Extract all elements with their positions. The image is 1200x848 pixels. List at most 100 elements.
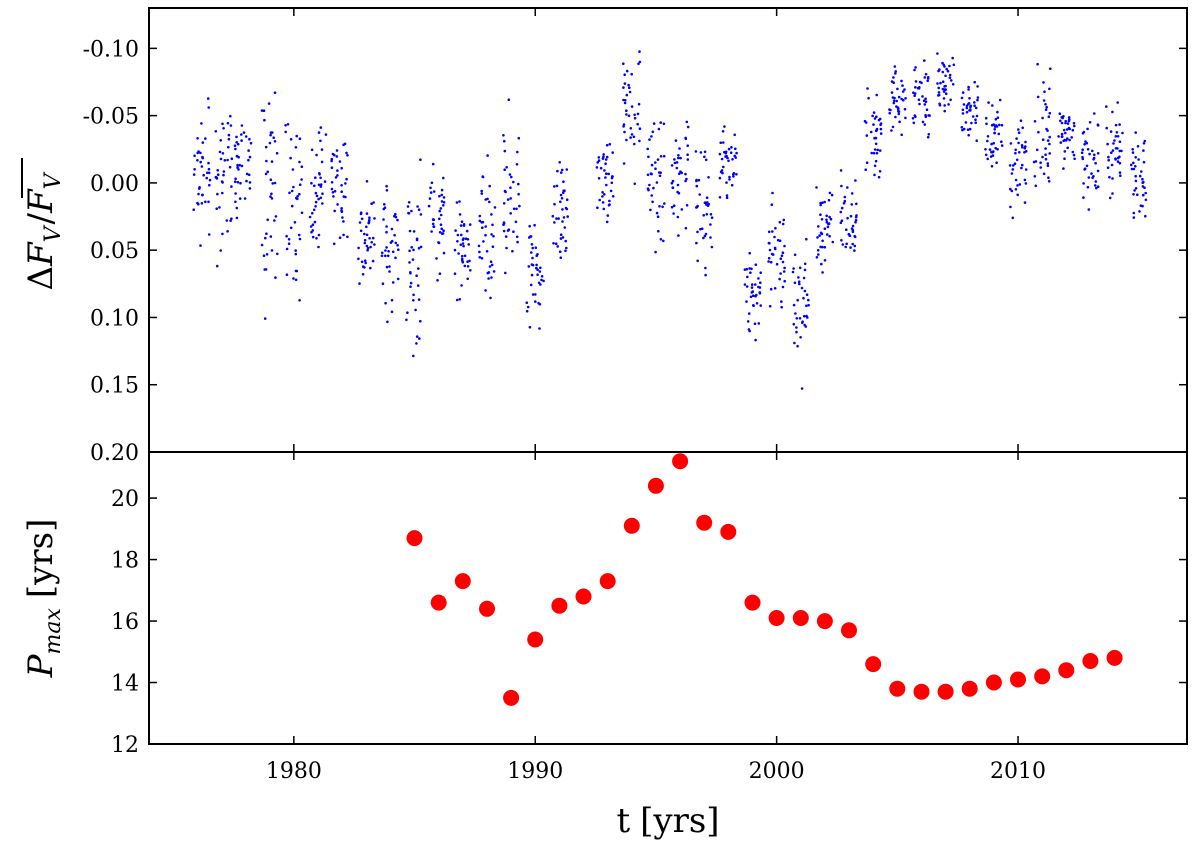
lightcurve-point bbox=[440, 232, 444, 235]
pmax-point bbox=[1106, 649, 1123, 666]
pmax-point bbox=[1058, 662, 1075, 679]
lightcurve-point bbox=[275, 151, 279, 155]
lightcurve-point bbox=[938, 104, 942, 107]
lightcurve-point bbox=[839, 210, 843, 214]
lightcurve-point bbox=[725, 196, 729, 200]
lightcurve-point bbox=[1136, 193, 1139, 196]
lightcurve-point bbox=[686, 158, 690, 161]
lightcurve-point bbox=[816, 236, 819, 239]
lightcurve-point bbox=[1072, 121, 1076, 125]
lightcurve-point bbox=[622, 123, 626, 126]
lightcurve-point bbox=[477, 244, 481, 248]
lightcurve-point bbox=[273, 181, 277, 185]
lightcurve-point bbox=[627, 83, 630, 87]
lightcurve-point bbox=[749, 295, 753, 299]
lightcurve-point bbox=[200, 165, 204, 168]
lightcurve-point bbox=[419, 245, 423, 249]
lightcurve-point bbox=[1108, 175, 1111, 179]
lightcurve-point bbox=[998, 123, 1001, 127]
lightcurve-point bbox=[553, 221, 556, 224]
lightcurve-point bbox=[819, 203, 822, 207]
lightcurve-point bbox=[562, 216, 566, 219]
xtick-label: 1990 bbox=[507, 759, 563, 784]
lightcurve-point bbox=[872, 151, 876, 155]
lightcurve-point bbox=[921, 95, 924, 98]
bottom-ytick-label: 12 bbox=[111, 733, 139, 758]
lightcurve-point bbox=[463, 254, 467, 258]
lightcurve-point bbox=[904, 97, 907, 100]
lightcurve-point bbox=[925, 108, 929, 111]
lightcurve-point bbox=[943, 104, 946, 107]
lightcurve-point bbox=[676, 190, 679, 194]
lightcurve-point bbox=[768, 248, 772, 252]
lightcurve-point bbox=[798, 282, 801, 286]
lightcurve-point bbox=[829, 217, 833, 221]
lightcurve-point bbox=[821, 201, 824, 204]
lightcurve-point bbox=[332, 195, 335, 198]
lightcurve-point bbox=[439, 213, 443, 217]
lightcurve-point bbox=[397, 248, 400, 251]
lightcurve-point bbox=[417, 267, 420, 270]
lightcurve-point bbox=[341, 216, 344, 219]
lightcurve-point bbox=[704, 266, 707, 270]
lightcurve-point bbox=[365, 225, 368, 229]
lightcurve-point bbox=[749, 271, 752, 275]
lightcurve-point bbox=[818, 234, 821, 237]
lightcurve-point bbox=[467, 243, 471, 246]
lightcurve-point bbox=[799, 336, 802, 339]
lightcurve-point bbox=[605, 143, 609, 147]
lightcurve-point bbox=[360, 260, 364, 264]
lightcurve-point bbox=[961, 108, 965, 112]
bottom-axes-frame bbox=[148, 451, 1188, 745]
lightcurve-point bbox=[706, 201, 709, 204]
lightcurve-point bbox=[394, 212, 397, 216]
lightcurve-point bbox=[207, 200, 210, 204]
lightcurve-point bbox=[1048, 87, 1051, 91]
lightcurve-point bbox=[875, 151, 879, 155]
lightcurve-point bbox=[408, 229, 412, 233]
lightcurve-point bbox=[466, 277, 470, 281]
lightcurve-point bbox=[638, 127, 642, 130]
lightcurve-point bbox=[468, 223, 472, 226]
lightcurve-point bbox=[792, 322, 796, 326]
pmax-point bbox=[599, 573, 616, 590]
lightcurve-point bbox=[828, 215, 831, 219]
lightcurve-point bbox=[751, 294, 755, 298]
lightcurve-point bbox=[478, 219, 482, 223]
lightcurve-point bbox=[1134, 179, 1138, 183]
lightcurve-point bbox=[408, 249, 411, 253]
lightcurve-point bbox=[244, 135, 248, 138]
lightcurve-point bbox=[1144, 198, 1148, 202]
lightcurve-point bbox=[875, 115, 878, 118]
lightcurve-point bbox=[962, 127, 966, 131]
lightcurve-point bbox=[805, 293, 809, 297]
lightcurve-point bbox=[248, 187, 252, 190]
top-ytick-label: 0.10 bbox=[90, 306, 139, 331]
lightcurve-point bbox=[970, 121, 973, 125]
lightcurve-point bbox=[515, 163, 519, 166]
lightcurve-point bbox=[964, 121, 968, 124]
lightcurve-point bbox=[914, 115, 917, 118]
lightcurve-point bbox=[554, 242, 558, 245]
lightcurve-point bbox=[1082, 130, 1086, 134]
lightcurve-point bbox=[427, 204, 431, 208]
lightcurve-point bbox=[657, 127, 661, 131]
lightcurve-point bbox=[597, 177, 601, 180]
lightcurve-point bbox=[226, 121, 230, 125]
lightcurve-point bbox=[733, 154, 736, 158]
lightcurve-point bbox=[874, 159, 878, 163]
lightcurve-point bbox=[670, 205, 674, 209]
pmax-point bbox=[889, 680, 906, 697]
lightcurve-point bbox=[605, 155, 609, 159]
lightcurve-point bbox=[622, 86, 625, 89]
lightcurve-point bbox=[333, 190, 337, 193]
lightcurve-point bbox=[1073, 157, 1076, 161]
lightcurve-point bbox=[517, 182, 520, 186]
lightcurve-point bbox=[1094, 180, 1098, 183]
lightcurve-point bbox=[215, 264, 219, 268]
lightcurve-point bbox=[206, 97, 210, 100]
lightcurve-point bbox=[226, 230, 229, 233]
lightcurve-point bbox=[559, 237, 563, 240]
lightcurve-point bbox=[792, 303, 796, 307]
lightcurve-point bbox=[709, 223, 712, 226]
